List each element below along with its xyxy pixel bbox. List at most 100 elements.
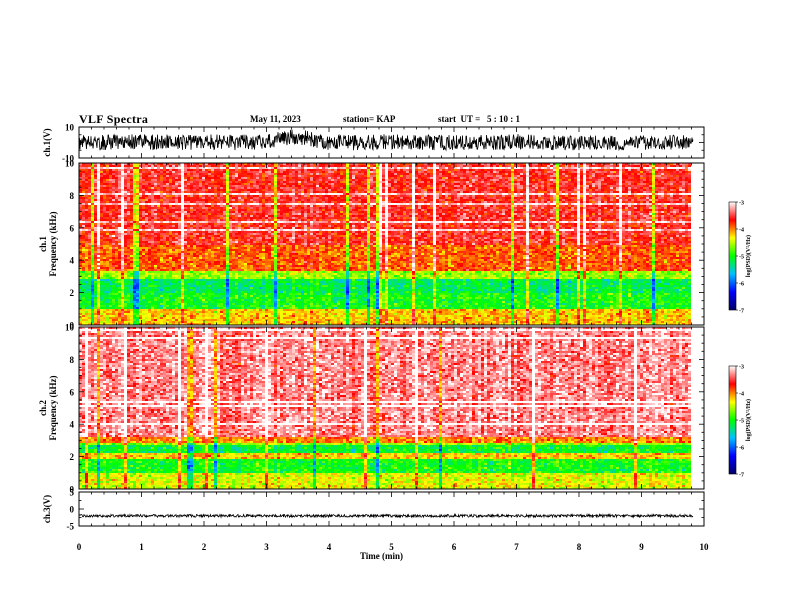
spec-cell [115, 197, 118, 199]
spec-cell [403, 167, 406, 169]
spec-cell [412, 171, 415, 173]
spec-cell [409, 167, 412, 169]
spec-cell [142, 173, 145, 175]
spec-cell [253, 167, 256, 169]
spec-cell [631, 207, 634, 209]
spec-cell [241, 207, 244, 209]
spec-cell [439, 187, 442, 189]
spec-cell [271, 177, 274, 179]
spec-cell [460, 195, 463, 197]
spec-cell [631, 185, 634, 187]
spec-cell [373, 199, 376, 201]
spec-cell [652, 169, 655, 171]
spec-cell [343, 177, 346, 179]
spec-cell [613, 209, 616, 211]
spec-cell [406, 171, 409, 173]
spec-cell [307, 185, 310, 187]
spec-cell [562, 197, 565, 199]
spec-cell [547, 199, 550, 201]
spec-cell [199, 163, 202, 165]
spec-cell [574, 205, 577, 207]
spec-cell [223, 205, 226, 207]
spec-cell [241, 177, 244, 179]
spec-cell [244, 201, 247, 203]
spec-cell [619, 185, 622, 187]
spec-cell [199, 205, 202, 207]
spec-cell [466, 189, 469, 191]
spec-cell [475, 181, 478, 183]
spec-cell [409, 181, 412, 183]
spec-cell [271, 163, 274, 165]
spec-cell [310, 195, 313, 197]
spec-cell [268, 207, 271, 209]
spec-cell [256, 181, 259, 183]
spec-cell [277, 211, 280, 213]
spec-cell [325, 173, 328, 175]
spec-cell [190, 173, 193, 175]
spec-cell [589, 165, 592, 167]
spec-cell [580, 207, 583, 209]
spec-cell [355, 199, 358, 201]
spec-cell [325, 163, 328, 165]
spec-cell [541, 205, 544, 207]
spec-cell [169, 175, 172, 177]
spec-cell [604, 165, 607, 167]
spec-cell [316, 167, 319, 169]
spec-cell [187, 211, 190, 213]
spec-cell [313, 201, 316, 203]
spec-cell [676, 201, 679, 203]
spec-cell [601, 181, 604, 183]
spec-cell [589, 173, 592, 175]
spec-cell [565, 191, 568, 193]
spec-cell [88, 169, 91, 171]
spec-cell [472, 189, 475, 191]
spec-cell [496, 179, 499, 181]
spec-cell [139, 177, 142, 179]
spec-cell [568, 203, 571, 205]
spec-cell [589, 179, 592, 181]
spec-cell [406, 183, 409, 185]
spec-cell [520, 179, 523, 181]
spec-cell [529, 183, 532, 185]
spec-cell [397, 207, 400, 209]
spec-cell [331, 165, 334, 167]
spec-cell [361, 169, 364, 171]
spec-cell [679, 189, 682, 191]
spec-cell [88, 187, 91, 189]
spec-cell [214, 201, 217, 203]
spec-cell [469, 187, 472, 189]
spec-cell [241, 175, 244, 177]
spec-cell [274, 173, 277, 175]
spec-cell [544, 177, 547, 179]
spec-cell [274, 175, 277, 177]
spec-cell [562, 177, 565, 179]
spec-cell [568, 165, 571, 167]
spec-cell [670, 179, 673, 181]
spec-cell [337, 195, 340, 197]
spec-cell [181, 181, 184, 183]
spec-cell [391, 207, 394, 209]
spec-cell [448, 175, 451, 177]
spec-cell [286, 207, 289, 209]
spec-cell [331, 193, 334, 195]
spec-cell [535, 175, 538, 177]
spec-cell [622, 177, 625, 179]
spec-cell [601, 203, 604, 205]
spec-cell [151, 167, 154, 169]
spec-cell [85, 169, 88, 171]
spec-cell [631, 167, 634, 169]
spec-cell [115, 203, 118, 205]
spec-cell [217, 177, 220, 179]
spec-cell [340, 201, 343, 203]
spec-cell [301, 201, 304, 203]
spec-cell [349, 169, 352, 171]
spec-cell [304, 167, 307, 169]
spec-cell [391, 187, 394, 189]
spec-cell [460, 177, 463, 179]
spec-cell [208, 193, 211, 195]
spec-cell [409, 207, 412, 209]
spec-cell [97, 205, 100, 207]
spec-cell [631, 181, 634, 183]
spec-cell [556, 191, 559, 193]
spec-cell [103, 203, 106, 205]
